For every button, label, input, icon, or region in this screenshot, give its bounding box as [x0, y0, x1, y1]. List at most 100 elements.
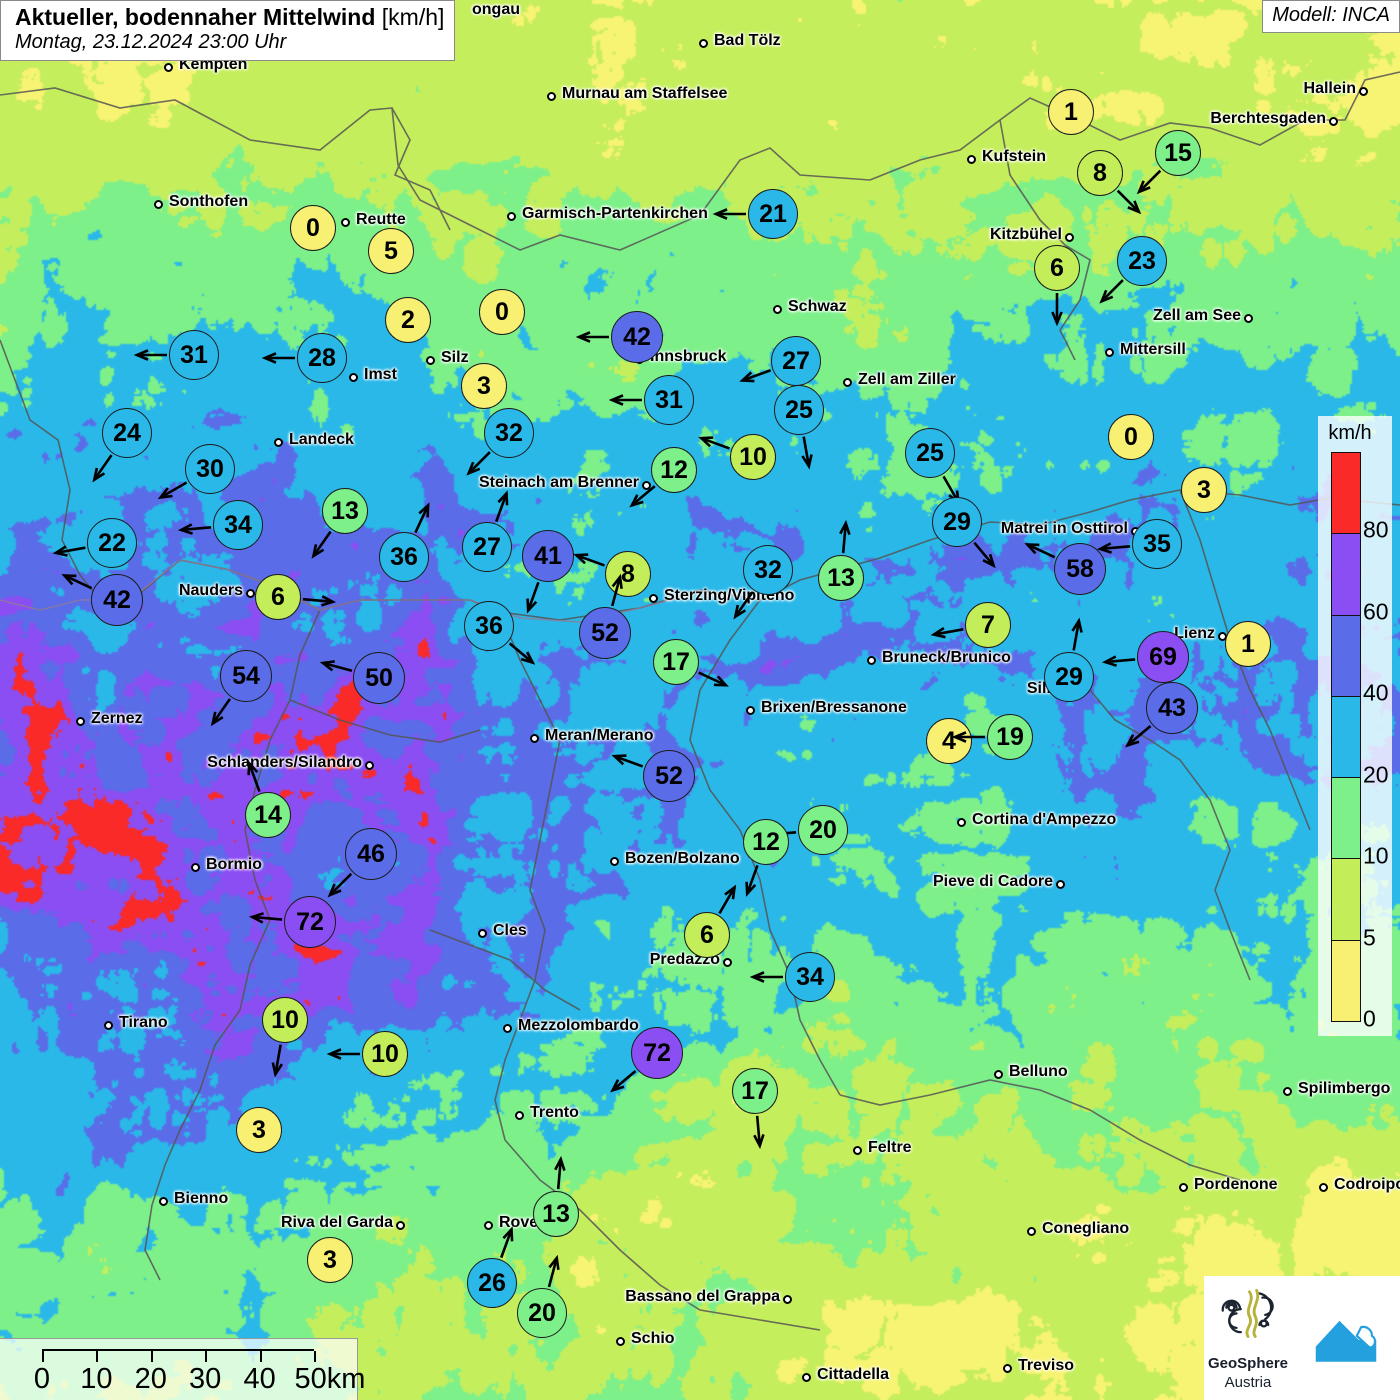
city-dot-icon — [642, 481, 651, 490]
city-dot-icon — [104, 1021, 113, 1030]
city-label: Bienno — [174, 1190, 229, 1207]
city-dot-icon — [484, 1221, 493, 1230]
city-label: ongau — [472, 1, 520, 18]
page-title: Aktueller, bodennaher Mittelwind [km/h] — [15, 4, 444, 31]
wind-direction-arrow-icon — [839, 519, 851, 554]
city-dot-icon — [159, 1197, 168, 1206]
city-dot-icon — [426, 356, 435, 365]
wind-direction-arrow-icon — [698, 436, 730, 450]
city-label: Zell am Ziller — [858, 371, 956, 388]
city-dot-icon — [616, 1337, 625, 1346]
wind-value-bubble: 10 — [362, 1031, 408, 1077]
wind-direction-arrow-icon — [575, 331, 609, 343]
wind-direction-arrow-icon — [1071, 617, 1083, 651]
city-dot-icon — [396, 1221, 405, 1230]
city-label: Belluno — [1009, 1063, 1068, 1080]
wind-direction-arrow-icon — [508, 642, 536, 665]
wind-value-bubble: 46 — [345, 828, 397, 880]
city-label: Trento — [530, 1104, 579, 1121]
scale-label-1: 10 — [80, 1363, 113, 1395]
city-label: Pieve di Cadore — [932, 873, 1053, 890]
city-dot-icon — [783, 1295, 792, 1304]
scale-tick — [42, 1351, 44, 1362]
colorbar-tick-40: 40 — [1363, 679, 1389, 706]
colorbar-band-80+ — [1332, 453, 1360, 535]
city-dot-icon — [967, 155, 976, 164]
wind-value-bubble: 3 — [307, 1237, 353, 1283]
wind-direction-arrow-icon — [951, 731, 985, 743]
city-label: Landeck — [289, 431, 354, 448]
scale-tick — [205, 1351, 208, 1362]
city-dot-icon — [515, 1111, 524, 1120]
wind-value-bubble: 0 — [1108, 414, 1154, 460]
city-dot-icon — [507, 212, 516, 221]
scale-tick — [150, 1351, 153, 1362]
wind-value-bubble: 42 — [611, 311, 663, 363]
map-title-box: Aktueller, bodennaher Mittelwind [km/h] … — [0, 0, 456, 62]
city-dot-icon — [957, 818, 966, 827]
wind-value-bubble: 19 — [987, 714, 1033, 760]
city-label: Tirano — [119, 1014, 168, 1031]
city-dot-icon — [853, 1146, 862, 1155]
city-dot-icon — [1105, 348, 1114, 357]
city-label: Sonthofen — [169, 193, 249, 210]
wind-value-bubble: 52 — [643, 750, 695, 802]
wind-value-bubble: 25 — [774, 385, 824, 435]
colorbar-legend: km/h 80 60 40 20 10 5 0 — [1318, 416, 1392, 1036]
wind-direction-arrow-icon — [718, 884, 737, 914]
wind-direction-arrow-icon — [749, 971, 783, 983]
city-dot-icon — [503, 1024, 512, 1033]
wind-direction-arrow-icon — [712, 208, 746, 220]
city-label: Bassano del Grappa — [625, 1288, 780, 1305]
wind-value-bubble: 31 — [644, 375, 694, 425]
wind-value-bubble: 25 — [905, 428, 955, 478]
city-dot-icon — [1027, 1227, 1036, 1236]
city-dot-icon — [76, 717, 85, 726]
city-dot-icon — [1319, 1183, 1328, 1192]
city-dot-icon — [610, 857, 619, 866]
wind-direction-arrow-icon — [327, 872, 353, 898]
city-label: Meran/Merano — [545, 727, 654, 744]
city-label: Reutte — [356, 211, 406, 228]
colorbar-tick-20: 20 — [1363, 760, 1389, 787]
city-label: Zell am See — [1152, 307, 1241, 324]
city-dot-icon — [1244, 314, 1253, 323]
city-dot-icon — [867, 656, 876, 665]
wind-value-bubble: 27 — [771, 336, 821, 386]
city-dot-icon — [1003, 1364, 1012, 1373]
city-dot-icon — [164, 63, 173, 72]
city-label: Hallein — [1303, 80, 1356, 97]
city-label: Steinach am Brenner — [478, 474, 639, 491]
city-label: Silz — [441, 349, 469, 366]
city-label: Imst — [364, 366, 397, 383]
wind-direction-arrow-icon — [608, 394, 642, 406]
wind-value-bubble: 2 — [385, 297, 431, 343]
wind-value-bubble: 72 — [631, 1027, 683, 1079]
city-label: Cittadella — [817, 1366, 890, 1383]
colorbar-band-40-60 — [1332, 615, 1360, 697]
wind-direction-arrow-icon — [247, 760, 261, 792]
city-label: Brixen/Bressanone — [761, 699, 907, 716]
colorbar-title: km/h — [1328, 422, 1372, 444]
city-label: Spilimbergo — [1298, 1080, 1391, 1097]
wind-value-bubble: 0 — [290, 205, 336, 251]
city-dot-icon — [274, 438, 283, 447]
colorbar-tick-80: 80 — [1363, 516, 1389, 543]
city-dot-icon — [1329, 117, 1338, 126]
city-dot-icon — [1179, 1183, 1188, 1192]
scale-tick — [314, 1351, 316, 1362]
wind-direction-arrow-icon — [466, 451, 491, 476]
wind-direction-arrow-icon — [547, 1254, 560, 1288]
mountain-cloud-logo — [1292, 1276, 1400, 1400]
wind-direction-arrow-icon — [753, 1115, 765, 1150]
colorbar-tick-5: 5 — [1363, 923, 1376, 950]
wind-direction-arrow-icon — [930, 626, 964, 639]
wind-value-bubble: 0 — [479, 289, 525, 335]
city-dot-icon — [349, 373, 358, 382]
city-dot-icon — [547, 92, 556, 101]
city-label: Conegliano — [1042, 1220, 1130, 1237]
city-dot-icon — [843, 378, 852, 387]
colorbar-band-60-80 — [1332, 534, 1360, 616]
city-dot-icon — [154, 200, 163, 209]
